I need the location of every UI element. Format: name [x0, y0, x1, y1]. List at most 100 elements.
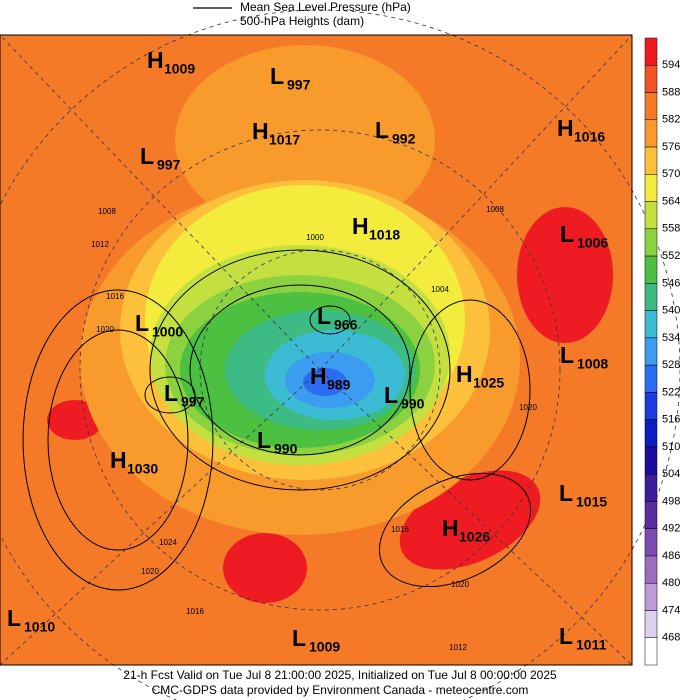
center-value: 997 — [181, 394, 205, 410]
contour-label: 1020 — [96, 325, 114, 334]
center-letter: L — [559, 623, 573, 649]
contour-label: 1016 — [186, 607, 204, 616]
colorbar-swatch — [644, 528, 658, 557]
contour-label: 1004 — [431, 285, 449, 294]
center-letter: H — [310, 363, 327, 389]
center-value: 1018 — [369, 227, 400, 243]
colorbar-label: 546 — [662, 277, 680, 289]
center-letter: L — [7, 605, 21, 631]
contour-label: 1024 — [159, 538, 177, 547]
contour-label: 1012 — [91, 240, 109, 249]
center-value: 966 — [334, 317, 358, 333]
center-letter: L — [164, 380, 178, 406]
center-letter: H — [252, 118, 269, 144]
colorbar-swatch — [644, 255, 658, 284]
legend-text: Mean Sea Level Pressure (hPa) — [240, 0, 411, 14]
shade — [303, 368, 347, 396]
center-letter: L — [375, 117, 389, 143]
center-value: 1017 — [269, 132, 300, 148]
center-letter: L — [384, 382, 398, 408]
colorbar-swatch — [644, 446, 658, 475]
center-letter: L — [135, 310, 149, 336]
center-letter: L — [559, 480, 573, 506]
colorbar-swatch — [644, 364, 658, 393]
colorbar-label: 570 — [662, 168, 680, 180]
center-value: 997 — [157, 157, 181, 173]
contour-label: 1000 — [306, 233, 324, 242]
colorbar-label: 558 — [662, 223, 680, 235]
colorbar-label: 534 — [662, 332, 680, 344]
colorbar-swatch — [644, 555, 658, 584]
center-letter: H — [352, 213, 369, 239]
center-value: 1030 — [127, 461, 158, 477]
contour-label: 1020 — [451, 580, 469, 589]
colorbar-label: 480 — [662, 577, 680, 589]
colorbar-label: 486 — [662, 550, 680, 562]
contour-label: 1008 — [98, 207, 116, 216]
colorbar-swatch — [644, 65, 658, 93]
center-value: 1009 — [309, 639, 340, 655]
center-value: 992 — [392, 131, 416, 147]
shade — [223, 533, 307, 603]
shade — [175, 45, 435, 235]
colorbar-label: 492 — [662, 523, 680, 535]
legend-text: 500-hPa Heights (dam) — [240, 14, 364, 28]
colorbar-label: 540 — [662, 305, 680, 317]
center-letter: L — [270, 63, 284, 89]
contour-label: 1008 — [486, 205, 504, 214]
center-value: 1025 — [473, 375, 504, 391]
center-value: 997 — [287, 77, 311, 93]
colorbar-label: 576 — [662, 141, 680, 153]
center-letter: L — [560, 221, 574, 247]
center-letter: L — [560, 342, 574, 368]
center-letter: H — [147, 47, 164, 73]
center-letter: H — [110, 447, 127, 473]
colorbar-swatch — [644, 473, 658, 502]
colorbar-swatch — [644, 610, 658, 638]
contour-labels: 1008 1012 1016 1020 1024 1020 1016 1012 1020 1016… — [91, 205, 537, 652]
graticule — [0, 9, 680, 700]
shade — [517, 207, 613, 343]
colorbar-swatch — [644, 419, 658, 448]
colorbar-label: 522 — [662, 386, 680, 398]
center-value: 1011 — [576, 637, 607, 653]
colorbar-label: 552 — [662, 250, 680, 262]
colorbar-swatch — [644, 119, 658, 148]
colorbar-swatch — [644, 92, 658, 121]
colorbar-label: 516 — [662, 414, 680, 426]
center-value: 990 — [401, 396, 425, 412]
colorbar-swatch — [644, 283, 658, 311]
colorbar-swatch — [644, 201, 658, 230]
colorbar-label: 504 — [662, 468, 680, 480]
center-letter: L — [257, 427, 271, 453]
center-letter: L — [292, 625, 306, 651]
colorbar-swatch — [644, 501, 658, 529]
map-frame — [0, 34, 633, 666]
footer-text: 21-h Fcst Valid on Tue Jul 8 21:00:00 20… — [123, 668, 557, 682]
isobars — [22, 249, 532, 591]
contour-label: 1020 — [519, 403, 537, 412]
center-letter: H — [442, 515, 459, 541]
colorbar-label: 498 — [662, 495, 680, 507]
center-letter: H — [456, 361, 473, 387]
colorbar-swatch — [644, 582, 658, 611]
colorbar-label: 510 — [662, 441, 680, 453]
center-letter: L — [140, 143, 154, 169]
contour-label: 1016 — [106, 292, 124, 301]
colorbar-swatch — [644, 146, 658, 175]
center-letter: L — [317, 303, 331, 329]
center-value: 1000 — [152, 324, 183, 340]
center-value: 989 — [327, 377, 351, 393]
colorbar-swatch — [644, 337, 658, 366]
contour-label: 1012 — [449, 643, 467, 652]
colorbar-swatch — [644, 637, 658, 666]
center-letter: H — [557, 115, 574, 141]
center-value: 1016 — [574, 129, 605, 145]
map — [0, 9, 680, 700]
colorbar-swatch — [644, 310, 658, 339]
colorbar-label: 564 — [662, 195, 680, 207]
center-value: 990 — [274, 441, 298, 457]
colorbar-label: 594 — [662, 59, 680, 71]
